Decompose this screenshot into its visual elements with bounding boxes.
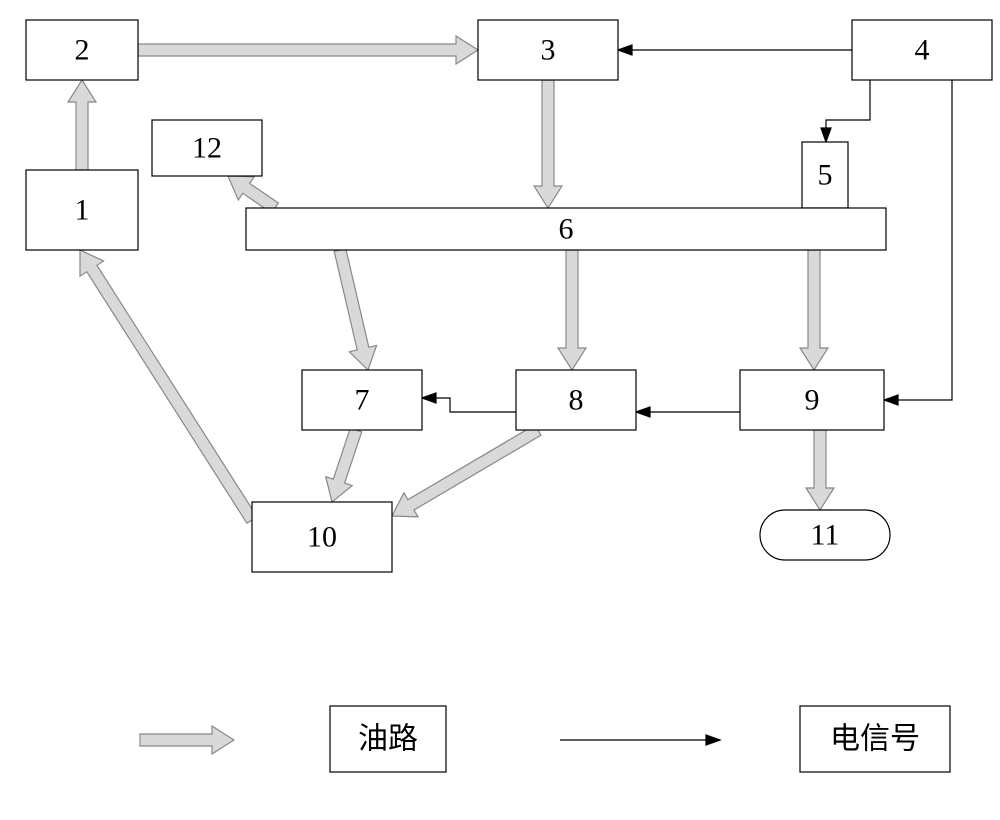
- s-4-3-head: [618, 45, 632, 55]
- node-n12: 12: [152, 120, 262, 176]
- e-1-2: [68, 80, 96, 170]
- node-n2-label: 2: [75, 34, 90, 67]
- e-7-10: [326, 428, 362, 502]
- node-n11-label: 11: [811, 519, 840, 552]
- node-n2: 2: [26, 20, 138, 80]
- e-6-7: [334, 249, 376, 370]
- node-n9-label: 9: [805, 384, 820, 417]
- e-6-8: [558, 250, 586, 370]
- s-4-9-head: [884, 395, 898, 405]
- node-n6-label: 6: [559, 213, 574, 246]
- node-n10-label: 10: [307, 521, 337, 554]
- s-4-9: [884, 80, 952, 400]
- node-n11: 11: [760, 510, 890, 560]
- legend-signal-arrow-head: [706, 735, 720, 745]
- node-n5-label: 5: [818, 159, 833, 192]
- e-2-3: [138, 36, 478, 64]
- e-8-10: [392, 425, 541, 517]
- node-n1: 1: [26, 170, 138, 250]
- diagram-canvas: 123456789101112油路电信号: [0, 0, 1000, 820]
- s-9-8-head: [636, 407, 650, 417]
- node-n4: 4: [852, 20, 992, 80]
- e-3-6: [534, 80, 562, 208]
- node-n8: 8: [516, 370, 636, 430]
- e-10-1: [80, 250, 257, 523]
- node-n9: 9: [740, 370, 884, 430]
- s-4-5: [826, 80, 870, 142]
- node-n5: 5: [802, 142, 848, 208]
- node-n4-label: 4: [915, 34, 930, 67]
- e-6-9: [800, 250, 828, 370]
- node-n3: 3: [478, 20, 618, 80]
- legend-oil-arrow: [140, 726, 234, 754]
- s-8-7-head: [422, 393, 436, 403]
- legend-oil-label: 油路: [358, 723, 418, 756]
- node-n12-label: 12: [192, 132, 222, 165]
- node-n10: 10: [252, 502, 392, 572]
- node-n8-label: 8: [569, 384, 584, 417]
- node-n3-label: 3: [541, 34, 556, 67]
- node-n6: 6: [246, 208, 886, 250]
- node-n1-label: 1: [75, 194, 90, 227]
- s-4-5-head: [821, 128, 831, 142]
- node-n7: 7: [302, 370, 422, 430]
- e-9-11: [806, 430, 834, 510]
- node-n7-label: 7: [355, 384, 370, 417]
- legend-signal-label: 电信号: [830, 723, 920, 756]
